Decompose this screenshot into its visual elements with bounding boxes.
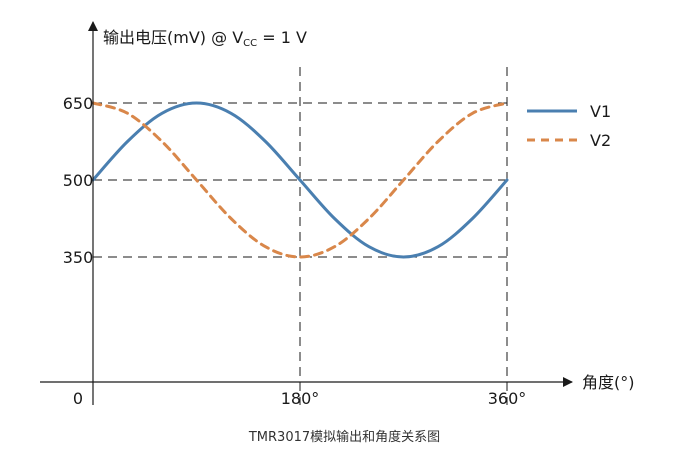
series-group [91, 101, 509, 259]
y-axis-title-main: 输出电压(mV) @ V [103, 28, 243, 47]
legend-label-v2: V2 [590, 131, 611, 150]
origin-label: 0 [73, 389, 83, 408]
series-line-v2 [91, 101, 509, 259]
y-tick-label-500: 500 [63, 171, 94, 190]
x-tick-label-360: 360° [488, 389, 527, 408]
figure-caption: TMR3017模拟输出和角度关系图 [248, 429, 440, 445]
legend: V1 V2 [527, 102, 611, 150]
x-tick-label-180: 180° [281, 389, 320, 408]
y-axis-title: 输出电压(mV) @ VCC = 1 V [103, 28, 307, 49]
x-tick-labels: 180° 360° [281, 389, 527, 408]
y-tick-labels: 350 500 650 [63, 94, 94, 267]
y-tick-label-350: 350 [63, 248, 94, 267]
reference-gridlines [93, 67, 508, 405]
y-tick-label-650: 650 [63, 94, 94, 113]
x-axis-title: 角度(°) [582, 373, 635, 392]
y-axis-title-tail: = 1 V [257, 28, 307, 47]
y-axis-title-subscript: CC [243, 38, 257, 49]
legend-label-v1: V1 [590, 102, 611, 121]
series-line-v1 [91, 101, 509, 259]
